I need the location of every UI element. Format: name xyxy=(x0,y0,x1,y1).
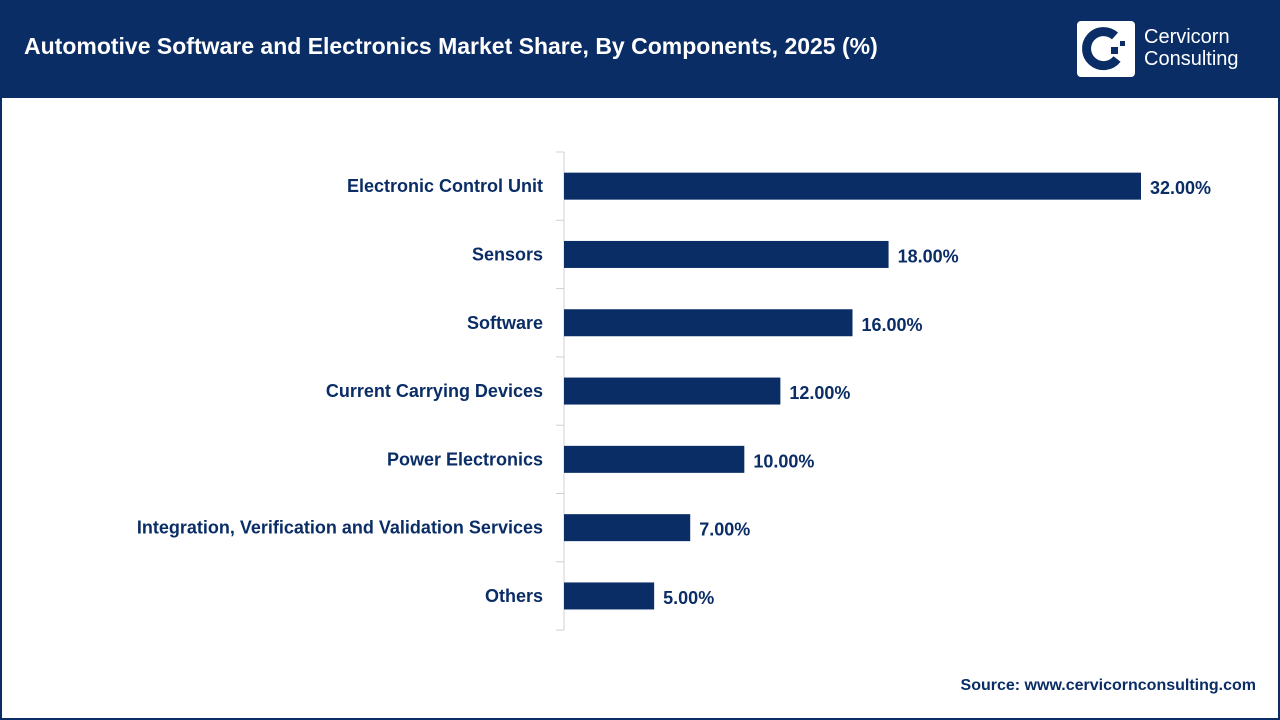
logo-line2: Consulting xyxy=(1144,48,1239,70)
category-label: Power Electronics xyxy=(387,449,543,469)
header-band: Automotive Software and Electronics Mark… xyxy=(0,0,1280,98)
bar-5 xyxy=(564,514,691,542)
category-label: Software xyxy=(467,313,543,333)
bar-0 xyxy=(564,172,1141,200)
logo-text: Cervicorn Consulting xyxy=(1144,26,1239,70)
category-label: Sensors xyxy=(472,244,543,264)
category-label: Current Carrying Devices xyxy=(326,381,543,401)
data-label: 10.00% xyxy=(753,451,814,471)
bar-2 xyxy=(564,309,853,337)
data-label: 18.00% xyxy=(898,246,959,266)
source-text: Source: www.cervicornconsulting.com xyxy=(960,677,1256,694)
category-label: Others xyxy=(485,586,543,606)
cervicorn-logo-icon xyxy=(1077,21,1135,77)
category-label: Integration, Verification and Validation… xyxy=(137,518,543,538)
bar-1 xyxy=(564,240,889,268)
data-label: 12.00% xyxy=(789,383,850,403)
data-label: 5.00% xyxy=(663,588,714,608)
data-label: 32.00% xyxy=(1150,178,1211,198)
bar-3 xyxy=(564,377,781,405)
bar-6 xyxy=(564,582,655,610)
data-label: 7.00% xyxy=(699,520,750,540)
chart-title: Automotive Software and Electronics Mark… xyxy=(24,33,878,59)
category-label: Electronic Control Unit xyxy=(347,176,543,196)
bar-4 xyxy=(564,445,745,473)
logo-line1: Cervicorn xyxy=(1144,26,1230,48)
data-label: 16.00% xyxy=(862,315,923,335)
